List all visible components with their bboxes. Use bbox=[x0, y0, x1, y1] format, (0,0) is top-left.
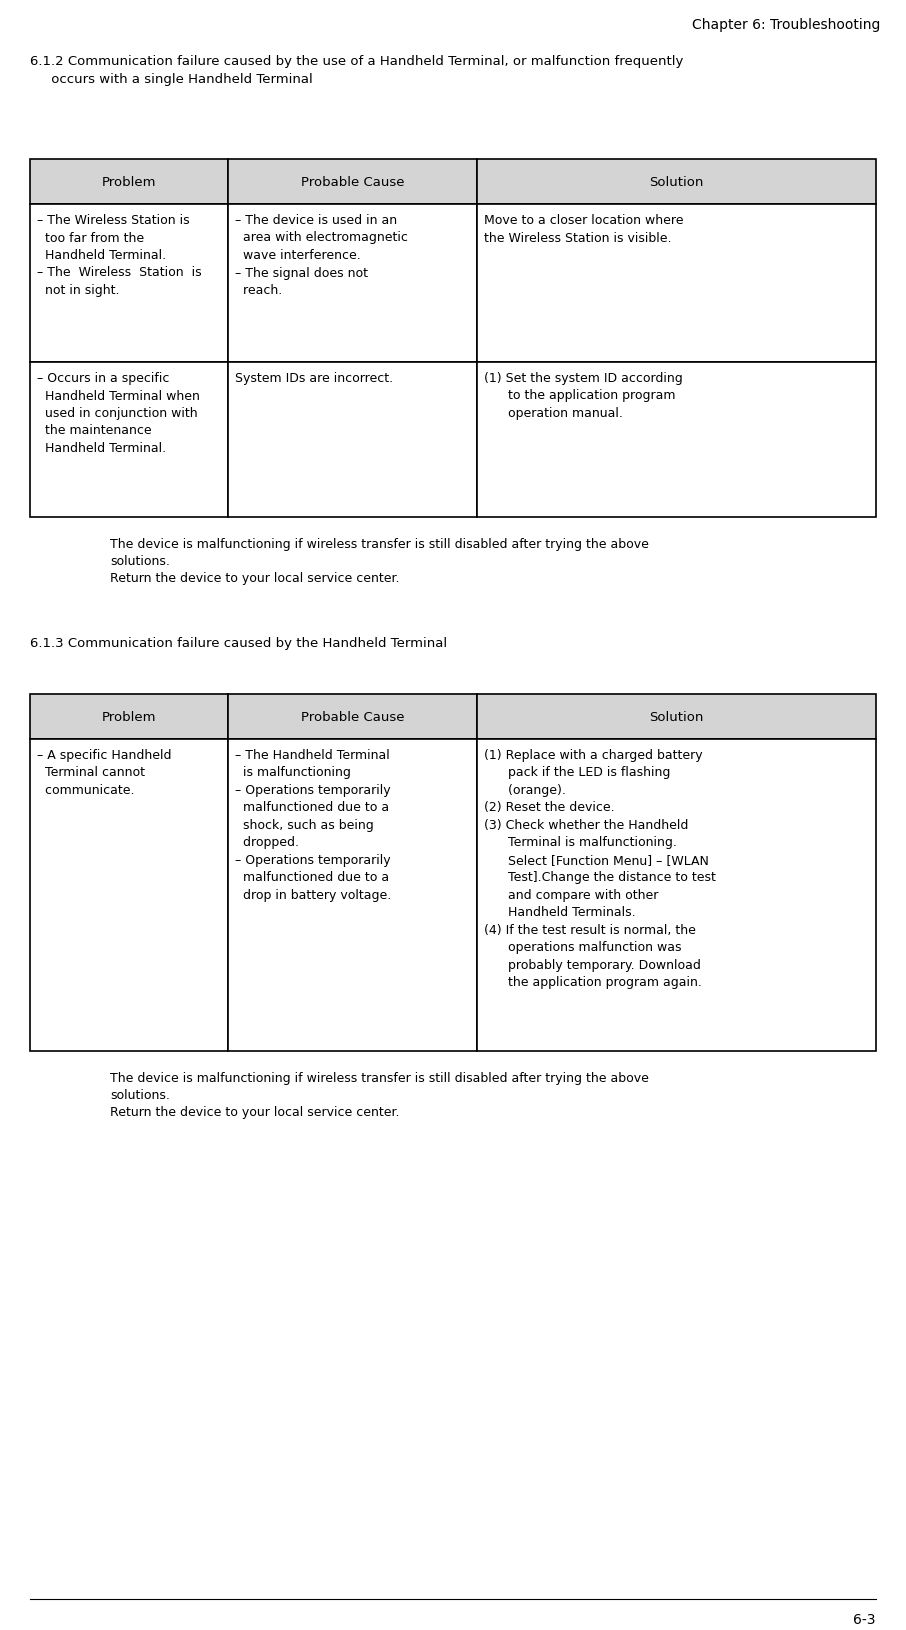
Bar bbox=[477, 160, 876, 205]
Bar bbox=[30, 363, 228, 518]
Bar bbox=[228, 363, 477, 518]
Bar bbox=[477, 205, 876, 363]
Text: – A specific Handheld
  Terminal cannot
  communicate.: – A specific Handheld Terminal cannot co… bbox=[37, 748, 171, 797]
Text: Problem: Problem bbox=[101, 711, 156, 724]
Text: Solution: Solution bbox=[650, 711, 704, 724]
Text: The device is malfunctioning if wireless transfer is still disabled after trying: The device is malfunctioning if wireless… bbox=[110, 538, 649, 551]
Text: The device is malfunctioning if wireless transfer is still disabled after trying: The device is malfunctioning if wireless… bbox=[110, 1071, 649, 1084]
Text: Return the device to your local service center.: Return the device to your local service … bbox=[110, 1105, 400, 1118]
Bar bbox=[228, 205, 477, 363]
Bar bbox=[30, 205, 228, 363]
Text: solutions.: solutions. bbox=[110, 554, 170, 567]
Text: Move to a closer location where
the Wireless Station is visible.: Move to a closer location where the Wire… bbox=[484, 214, 683, 244]
Text: – The Handheld Terminal
  is malfunctioning
– Operations temporarily
  malfuncti: – The Handheld Terminal is malfunctionin… bbox=[235, 748, 391, 901]
Bar bbox=[30, 740, 228, 1051]
Bar bbox=[477, 694, 876, 740]
Text: (1) Set the system ID according
      to the application program
      operation: (1) Set the system ID according to the a… bbox=[484, 372, 683, 421]
Text: System IDs are incorrect.: System IDs are incorrect. bbox=[235, 372, 393, 385]
Bar bbox=[228, 694, 477, 740]
Text: solutions.: solutions. bbox=[110, 1089, 170, 1102]
Text: – The Wireless Station is
  too far from the
  Handheld Terminal.
– The  Wireles: – The Wireless Station is too far from t… bbox=[37, 214, 202, 297]
Text: Problem: Problem bbox=[101, 176, 156, 189]
Text: Probable Cause: Probable Cause bbox=[301, 711, 404, 724]
Bar bbox=[30, 160, 228, 205]
Text: 6.1.3 Communication failure caused by the Handheld Terminal: 6.1.3 Communication failure caused by th… bbox=[30, 637, 448, 650]
Bar bbox=[477, 363, 876, 518]
Text: 6.1.2 Communication failure caused by the use of a Handheld Terminal, or malfunc: 6.1.2 Communication failure caused by th… bbox=[30, 55, 683, 68]
Text: Return the device to your local service center.: Return the device to your local service … bbox=[110, 572, 400, 585]
Text: Solution: Solution bbox=[650, 176, 704, 189]
Text: occurs with a single Handheld Terminal: occurs with a single Handheld Terminal bbox=[30, 73, 313, 86]
Text: – Occurs in a specific
  Handheld Terminal when
  used in conjunction with
  the: – Occurs in a specific Handheld Terminal… bbox=[37, 372, 200, 455]
Text: Chapter 6: Troubleshooting: Chapter 6: Troubleshooting bbox=[691, 18, 880, 33]
Bar bbox=[228, 160, 477, 205]
Text: Probable Cause: Probable Cause bbox=[301, 176, 404, 189]
Text: (1) Replace with a charged battery
      pack if the LED is flashing
      (oran: (1) Replace with a charged battery pack … bbox=[484, 748, 716, 989]
Bar bbox=[228, 740, 477, 1051]
Text: 6-3: 6-3 bbox=[853, 1612, 876, 1627]
Bar bbox=[477, 740, 876, 1051]
Text: – The device is used in an
  area with electromagnetic
  wave interference.
– Th: – The device is used in an area with ele… bbox=[235, 214, 408, 297]
Bar bbox=[30, 694, 228, 740]
